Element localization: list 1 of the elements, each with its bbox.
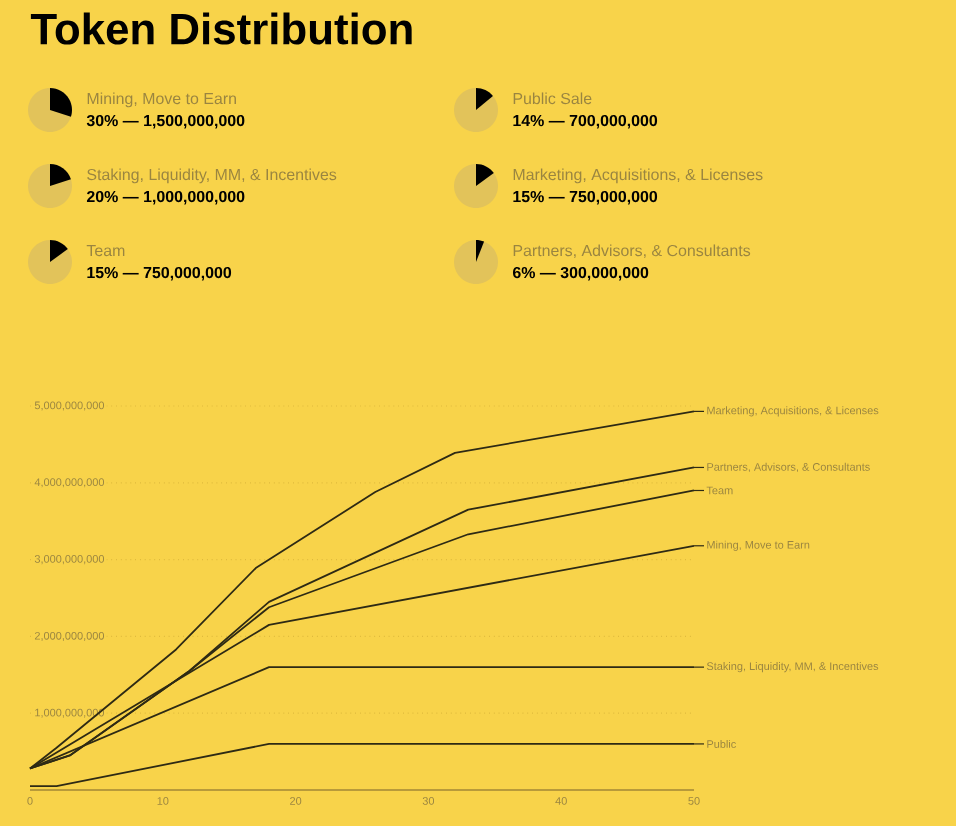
- text: Token Distribution: [30, 12, 412, 45]
